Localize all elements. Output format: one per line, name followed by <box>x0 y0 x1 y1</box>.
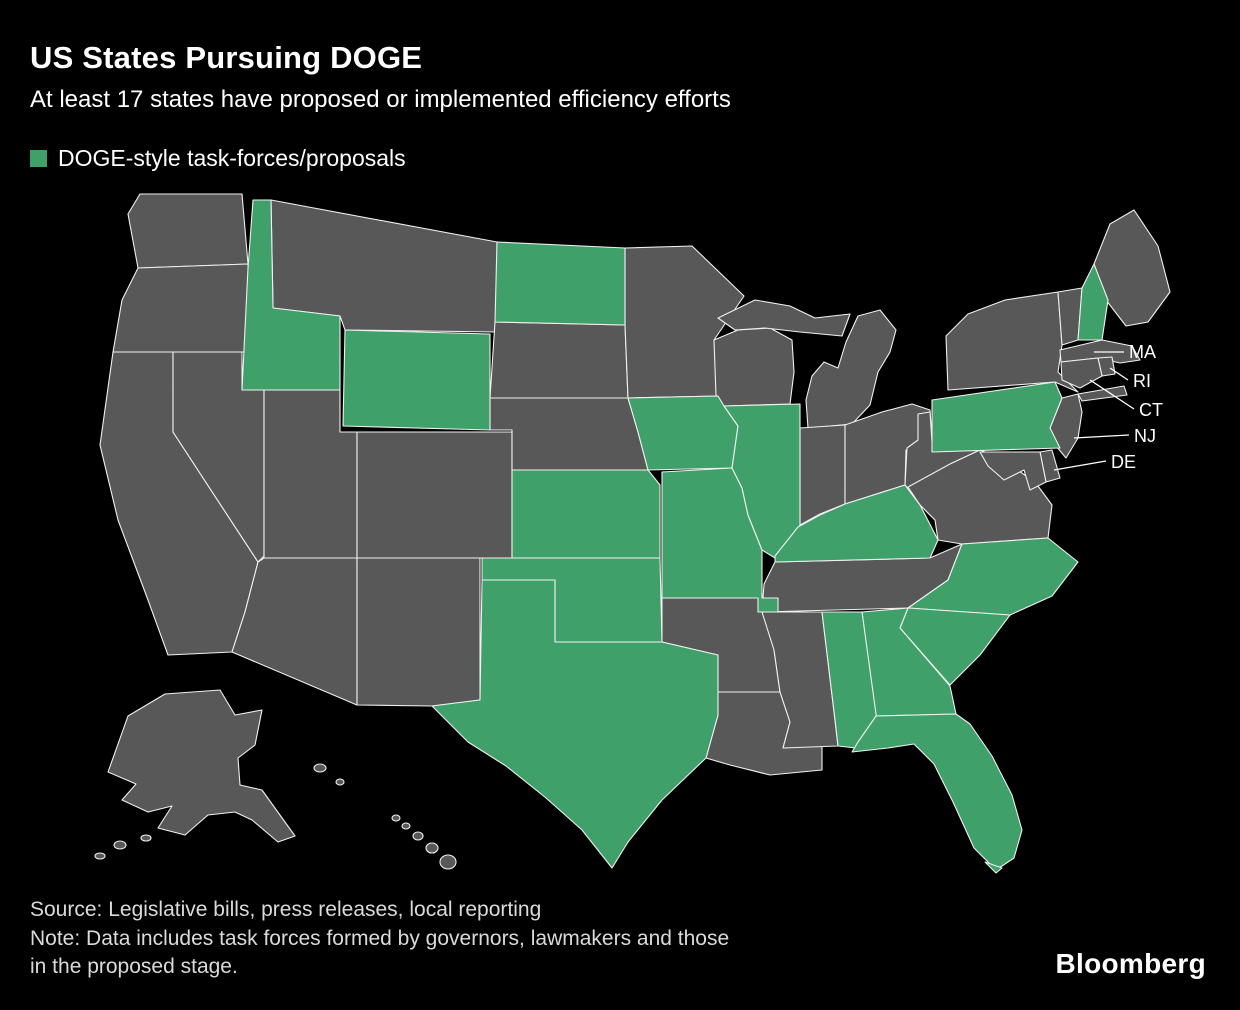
page-subtitle: At least 17 states have proposed or impl… <box>30 86 731 113</box>
state-pa <box>931 381 1063 453</box>
bloomberg-logo: Bloomberg <box>1055 948 1206 979</box>
state-nm <box>356 557 481 707</box>
state-mi-lower <box>805 309 897 429</box>
state-wa <box>127 193 249 269</box>
state-wi <box>713 327 795 407</box>
state-ak-island <box>313 763 327 773</box>
state-ky <box>774 484 939 563</box>
callout-label-ma: MA <box>1129 342 1156 362</box>
state-ks <box>511 469 661 559</box>
callout-label-ct: CT <box>1139 400 1163 420</box>
state-hi-island <box>439 854 457 870</box>
state-il <box>723 403 801 559</box>
source-text: Source: Legislative bills, press release… <box>30 898 542 921</box>
callout-line-ct <box>1089 379 1135 410</box>
state-ak-island <box>94 852 106 860</box>
legend-swatch <box>30 150 47 167</box>
callout-label-ri: RI <box>1133 371 1151 391</box>
callout-line-de <box>1053 460 1107 471</box>
callout-line-ri <box>1109 367 1129 381</box>
callout-line-nj <box>1073 434 1130 439</box>
legend: DOGE-style task-forces/proposals <box>30 145 406 172</box>
page-title: US States Pursuing DOGE <box>30 40 423 75</box>
state-ny <box>945 291 1079 393</box>
legend-label: DOGE-style task-forces/proposals <box>58 145 406 171</box>
note-text-line1: Note: Data includes task forces formed b… <box>30 927 730 950</box>
state-ne <box>489 397 649 471</box>
state-ak-island <box>140 834 152 842</box>
state-hi-island <box>391 814 401 822</box>
state-md <box>979 451 1047 491</box>
state-or <box>112 263 251 353</box>
state-ak <box>107 689 296 843</box>
state-me <box>1093 209 1171 327</box>
state-fl <box>851 713 1023 871</box>
state-hi-island <box>401 822 411 830</box>
state-nd <box>494 241 626 326</box>
state-ny-long-island <box>1077 385 1128 402</box>
callout-label-nj: NJ <box>1134 426 1156 446</box>
state-nh <box>1077 263 1109 341</box>
state-tx <box>431 579 719 869</box>
state-ak-island <box>335 778 345 786</box>
state-sd <box>489 321 629 399</box>
state-nc <box>907 537 1079 616</box>
state-co <box>356 431 513 559</box>
note-text-line2: in the proposed stage. <box>30 955 238 978</box>
state-id <box>241 199 341 391</box>
state-wy <box>342 329 491 431</box>
state-mi-upper <box>717 299 851 337</box>
state-fl-keys <box>984 861 1003 874</box>
state-ak-island <box>113 840 127 850</box>
callout-label-de: DE <box>1111 452 1136 472</box>
state-hi-island <box>412 831 424 841</box>
state-hi-island <box>425 842 439 854</box>
